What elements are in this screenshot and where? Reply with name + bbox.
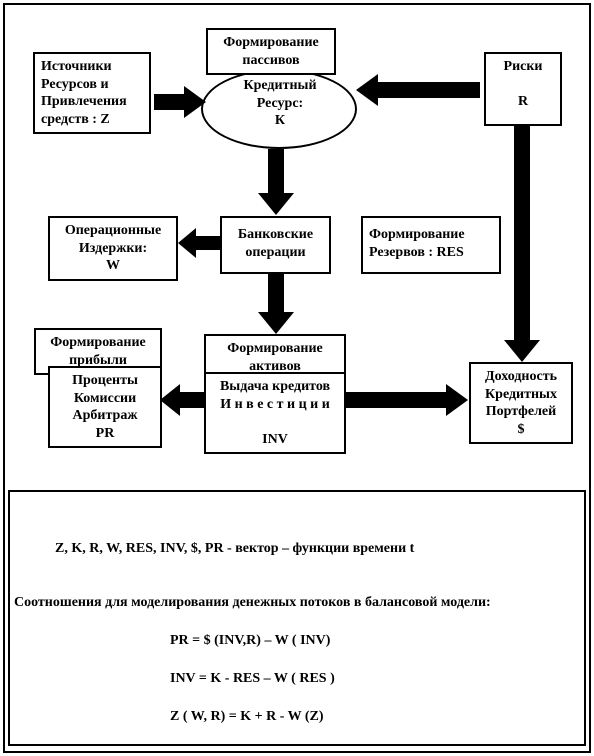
eq-inv: INV = K - RES – W ( RES ) xyxy=(170,670,520,688)
arrow-bo-to-w xyxy=(178,228,220,258)
arrow-inv-to-pr xyxy=(160,384,204,416)
arrow-r-to-k xyxy=(356,74,480,106)
arrow-r-to-dol xyxy=(504,126,540,362)
eq-head: Соотношения для моделирования денежных п… xyxy=(14,594,586,612)
arrow-k-to-bo xyxy=(258,149,294,215)
eq-vec: Z, K, R, W, RES, INV, $, PR - вектор – ф… xyxy=(55,540,545,558)
eq-pr: PR = $ (INV,R) – W ( INV) xyxy=(170,632,520,650)
arrow-inv-to-dol xyxy=(346,384,468,416)
diagram-canvas: Кредитный Ресурс: К Формирование пассиво… xyxy=(0,0,594,756)
arrow-z-to-k xyxy=(154,86,206,118)
arrows-layer xyxy=(0,0,594,490)
arrow-bo-to-fa xyxy=(258,274,294,334)
eq-z: Z ( W, R) = K + R - W (Z) xyxy=(170,708,520,726)
